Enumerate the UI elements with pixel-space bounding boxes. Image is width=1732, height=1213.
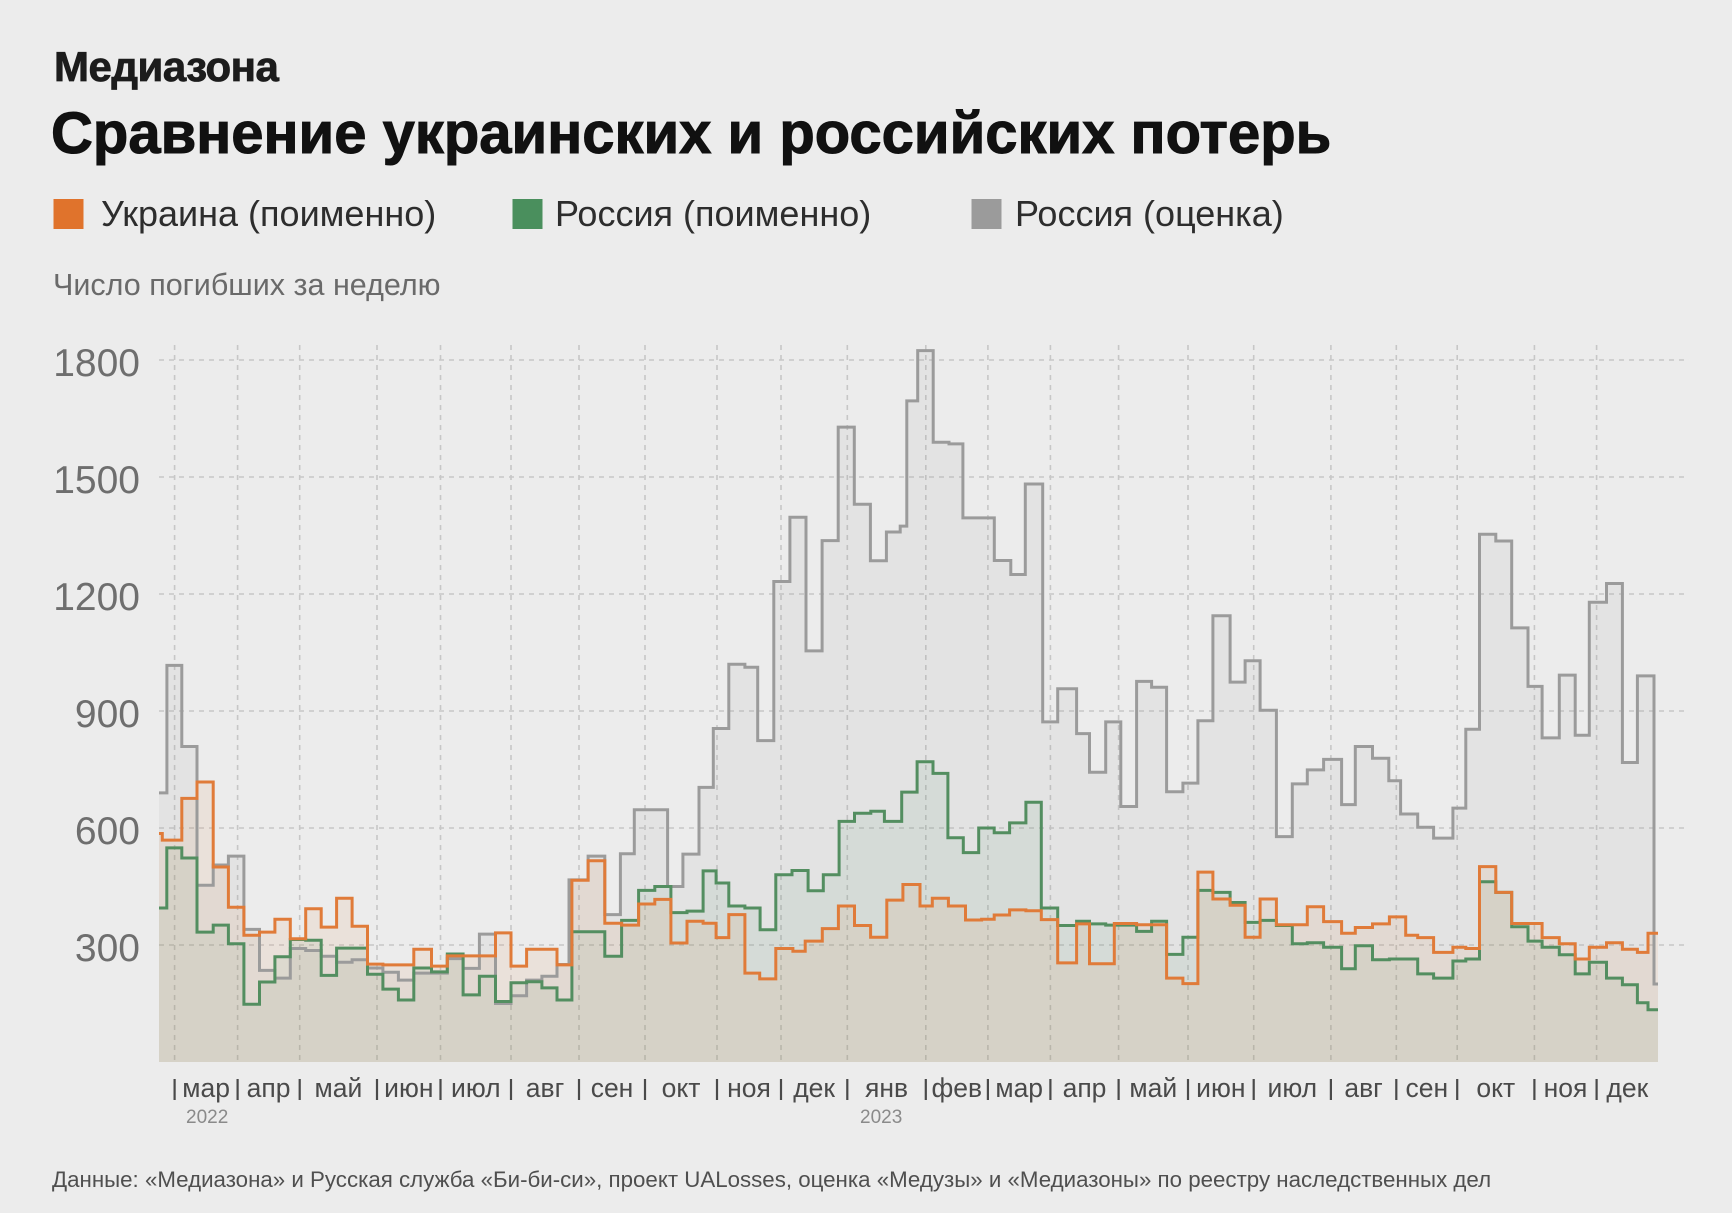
svg-text:1800: 1800 [53,342,140,385]
svg-text:сен: сен [1405,1073,1448,1103]
svg-text:600: 600 [75,810,140,853]
svg-text:300: 300 [75,927,140,970]
svg-text:Украина (поименно): Украина (поименно) [101,193,436,234]
svg-text:июл: июл [1268,1073,1318,1103]
svg-text:мар: мар [182,1073,230,1103]
svg-text:окт: окт [1476,1073,1515,1103]
svg-text:май: май [1129,1073,1177,1103]
svg-text:авг: авг [1344,1073,1382,1103]
svg-text:1500: 1500 [53,459,140,502]
svg-text:апр: апр [247,1073,291,1103]
svg-text:июл: июл [451,1073,501,1103]
svg-text:Россия (поименно): Россия (поименно) [555,193,871,234]
svg-text:Число погибших за неделю: Число погибших за неделю [53,268,441,302]
svg-text:дек: дек [1606,1073,1648,1103]
svg-text:2022: 2022 [186,1107,228,1128]
svg-text:июн: июн [384,1073,433,1103]
svg-text:янв: янв [865,1073,908,1103]
svg-text:дек: дек [793,1073,835,1103]
svg-text:фев: фев [931,1073,982,1103]
svg-text:ноя: ноя [727,1073,771,1103]
svg-text:Сравнение украинских и российс: Сравнение украинских и российских потерь [51,101,1331,166]
svg-text:2023: 2023 [860,1107,902,1128]
svg-text:июн: июн [1196,1073,1245,1103]
svg-text:Медиазона: Медиазона [54,43,280,90]
svg-text:900: 900 [75,693,140,736]
svg-text:ноя: ноя [1544,1073,1588,1103]
svg-text:май: май [315,1073,363,1103]
svg-text:1200: 1200 [53,576,140,619]
svg-text:Россия (оценка): Россия (оценка) [1015,193,1284,234]
svg-text:мар: мар [995,1073,1043,1103]
svg-text:авг: авг [526,1073,564,1103]
svg-text:сен: сен [591,1073,634,1103]
svg-text:Данные: «Медиазона» и Русская: Данные: «Медиазона» и Русская служба «Би… [52,1167,1491,1192]
svg-text:окт: окт [662,1073,701,1103]
svg-text:апр: апр [1063,1073,1107,1103]
